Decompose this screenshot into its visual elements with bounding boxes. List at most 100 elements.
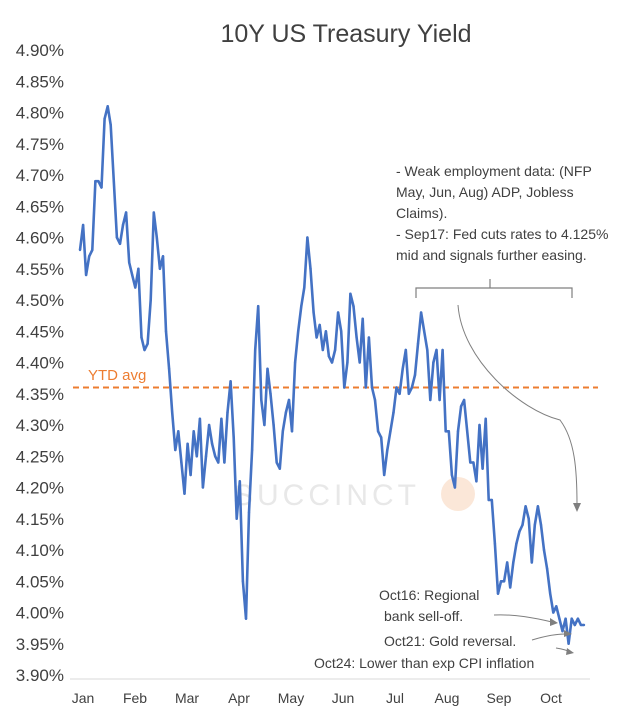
data-point (112, 180, 116, 183)
data-point (94, 180, 97, 183)
data-point (287, 398, 291, 402)
data-point (257, 305, 260, 308)
data-point (177, 430, 180, 433)
x-tick-label: Aug (435, 690, 460, 706)
data-point (260, 398, 263, 402)
data-point (383, 473, 386, 477)
data-point (478, 423, 481, 427)
data-point (453, 486, 457, 489)
y-tick-label: 3.95% (16, 635, 64, 654)
y-tick-label: 4.85% (16, 72, 64, 91)
data-point (250, 448, 254, 452)
data-point (512, 561, 515, 564)
data-point (530, 561, 533, 564)
data-point (370, 386, 374, 389)
data-point (293, 361, 297, 364)
annotation-1-arrowhead-icon (573, 503, 581, 512)
data-point (300, 305, 303, 308)
y-tick-label: 4.25% (16, 447, 64, 466)
y-tick-label: 4.75% (16, 135, 64, 154)
data-point (416, 342, 420, 345)
data-point (475, 480, 478, 483)
annotation-1-line-5: mid and signals further easing. (396, 247, 587, 263)
data-point (121, 223, 125, 227)
data-point (429, 398, 432, 402)
data-point (309, 267, 312, 270)
data-point (364, 386, 367, 389)
data-point (254, 348, 257, 352)
data-point (318, 323, 321, 327)
data-point (278, 467, 281, 470)
data-point (376, 430, 380, 433)
data-point (567, 642, 570, 645)
data-point (524, 505, 527, 508)
data-point (533, 523, 536, 527)
data-point (140, 336, 143, 339)
data-point (398, 392, 401, 395)
data-point (204, 455, 208, 458)
data-point (229, 380, 232, 383)
data-point (404, 348, 407, 352)
data-point (407, 392, 410, 395)
data-point (143, 348, 146, 352)
data-point (579, 623, 583, 627)
data-point (100, 186, 103, 189)
y-tick-label: 4.60% (16, 229, 64, 248)
data-point (333, 348, 337, 352)
data-point (435, 348, 438, 352)
data-point (373, 398, 377, 402)
data-point (487, 498, 490, 502)
x-tick-label: Feb (123, 690, 147, 706)
data-point (490, 498, 493, 502)
y-tick-label: 4.65% (16, 197, 64, 216)
annotation-1-line-2: May, Jun, Aug) ADP, Jobless (396, 184, 574, 200)
data-point (361, 317, 364, 320)
data-point (469, 461, 472, 464)
data-point (223, 461, 226, 464)
data-point (235, 517, 238, 520)
y-tick-label: 4.05% (16, 572, 64, 591)
annotation-4-line-1: Oct24: Lower than exp CPI inflation (314, 655, 534, 671)
annotation-1-line-1: - Weak employment data: (NFP (396, 163, 592, 179)
data-point (582, 623, 586, 627)
data-point (272, 423, 275, 427)
data-point (336, 311, 340, 314)
chart-title: 10Y US Treasury Yield (220, 20, 471, 48)
annotation-cpi: Oct24: Lower than exp CPI inflation (314, 647, 574, 671)
y-tick-label: 4.00% (16, 604, 64, 623)
x-tick-label: Jan (72, 690, 95, 706)
annotation-2-arrow (493, 614, 553, 623)
data-point (536, 505, 540, 508)
data-point (386, 448, 389, 452)
y-tick-label: 4.50% (16, 291, 64, 310)
data-point (441, 348, 444, 352)
data-point (413, 373, 417, 377)
data-point (78, 248, 82, 252)
data-point (324, 330, 328, 333)
data-point (542, 548, 546, 552)
data-point (340, 330, 343, 333)
data-point (573, 623, 576, 627)
data-point (115, 236, 119, 239)
data-point (155, 236, 158, 239)
data-point (555, 605, 558, 608)
x-tick-label: Oct (540, 690, 562, 706)
data-point (306, 236, 309, 239)
data-point (106, 105, 109, 108)
data-point (131, 273, 134, 277)
data-point (570, 617, 573, 620)
data-point (269, 392, 272, 395)
data-point (189, 473, 192, 477)
data-point (481, 467, 484, 470)
watermark-text: SUCCINCT (233, 479, 420, 512)
data-point (493, 542, 497, 545)
data-point (367, 336, 371, 339)
data-point (290, 430, 294, 433)
x-tick-label: Jun (332, 690, 355, 706)
ytd-average-label: YTD avg (88, 367, 146, 384)
data-point (472, 461, 475, 464)
data-point (423, 330, 426, 333)
data-point (447, 430, 450, 433)
y-tick-label: 4.70% (16, 166, 64, 185)
series-points (78, 105, 586, 645)
